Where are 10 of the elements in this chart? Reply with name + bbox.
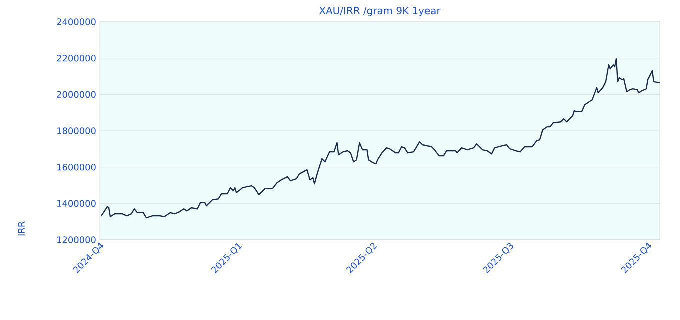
- y-tick-label: 2400000: [57, 18, 96, 26]
- y-tick-label: 2200000: [57, 54, 96, 62]
- y-tick-label: 1600000: [58, 164, 96, 171]
- y-tick-label: 1400000: [58, 200, 96, 208]
- line-series: [100, 58, 660, 219]
- chart-title: XAU/IRR /gram 9K 1year: [320, 7, 441, 17]
- y-tick-label: 1200000: [58, 236, 96, 244]
- y-axis-title: IRR: [18, 222, 25, 236]
- y-tick-label: 1800000: [58, 128, 96, 134]
- y-tick-label: 2000000: [57, 91, 96, 98]
